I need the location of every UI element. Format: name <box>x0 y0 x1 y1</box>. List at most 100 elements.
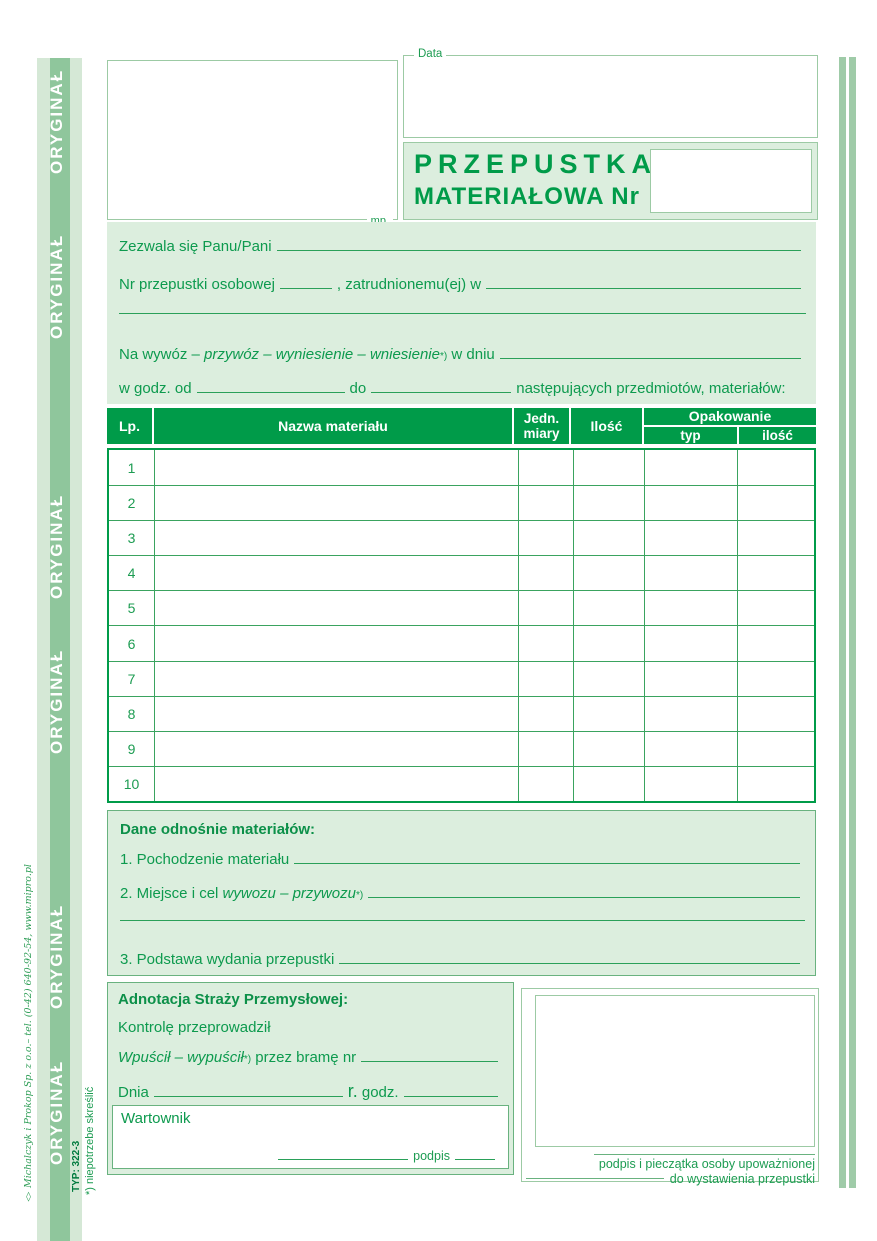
cell-pack-type[interactable] <box>644 766 737 801</box>
employed-fill-line-2[interactable] <box>119 312 806 314</box>
cell-name[interactable] <box>154 591 518 626</box>
cell-pack-type[interactable] <box>644 696 737 731</box>
year-label: r. <box>347 1081 358 1101</box>
cell-pack-type[interactable] <box>644 661 737 696</box>
watchman-box[interactable]: Wartownik podpis <box>112 1105 509 1169</box>
publisher-logo-icon: ◊ <box>23 1191 34 1202</box>
place-fill-line-2[interactable] <box>120 919 805 921</box>
cell-pack-qty[interactable] <box>737 766 814 801</box>
cell-qty[interactable] <box>573 521 644 556</box>
cell-pack-qty[interactable] <box>737 591 814 626</box>
pass-no-label: Nr przepustki osobowej <box>119 276 275 293</box>
guard-hour-fill-line[interactable] <box>403 1095 498 1097</box>
cell-unit[interactable] <box>518 486 573 521</box>
cell-pack-qty[interactable] <box>737 626 814 661</box>
cell-unit[interactable] <box>518 626 573 661</box>
hours-to-label: do <box>349 380 367 397</box>
cell-name[interactable] <box>154 731 518 766</box>
basis-fill-line[interactable] <box>339 962 800 964</box>
cell-pack-qty[interactable] <box>737 731 814 766</box>
origin-fill-line[interactable] <box>294 862 800 864</box>
employed-label: , zatrudnionemu(ej) w <box>336 276 482 293</box>
cell-name[interactable] <box>154 766 518 801</box>
employed-fill-line[interactable] <box>486 287 801 289</box>
table-row: 7 <box>109 660 814 696</box>
hours-from-fill-line[interactable] <box>196 391 345 393</box>
place-fill-line[interactable] <box>368 896 800 898</box>
cell-name[interactable] <box>154 626 518 661</box>
cell-qty[interactable] <box>573 626 644 661</box>
gate-suffix: przez bramę nr <box>255 1049 357 1066</box>
gate-number-fill-line[interactable] <box>361 1060 498 1062</box>
cell-qty[interactable] <box>573 661 644 696</box>
stamp-box[interactable]: mp. <box>107 60 398 227</box>
cell-pack-qty[interactable] <box>737 661 814 696</box>
cell-name[interactable] <box>154 661 518 696</box>
cell-unit[interactable] <box>518 521 573 556</box>
cell-pack-type[interactable] <box>644 591 737 626</box>
cell-pack-qty[interactable] <box>737 450 814 486</box>
table-row: 1 <box>109 450 814 486</box>
issuer-caption-line1: podpis i pieczątka osoby upoważnionej <box>598 1157 815 1171</box>
pass-number-box[interactable] <box>650 149 812 213</box>
cell-name[interactable] <box>154 521 518 556</box>
issuer-caption-line2-row: do wystawienia przepustki <box>525 1172 815 1187</box>
cell-name[interactable] <box>154 696 518 731</box>
date-fill-line[interactable] <box>499 357 801 359</box>
issuer-signature-box[interactable] <box>535 995 815 1147</box>
cell-lp: 3 <box>127 530 136 547</box>
pass-no-fill-line[interactable] <box>279 287 332 289</box>
cell-lp: 1 <box>127 459 136 476</box>
issuer-caption-dash-line <box>525 1178 664 1179</box>
hours-to-fill-line[interactable] <box>371 391 512 393</box>
transport-suffix: w dniu <box>451 346 495 363</box>
cell-pack-type[interactable] <box>644 556 737 591</box>
cell-unit[interactable] <box>518 591 573 626</box>
date-label: Data <box>414 48 447 60</box>
cell-qty[interactable] <box>573 766 644 801</box>
cell-pack-qty[interactable] <box>737 521 814 556</box>
cell-pack-qty[interactable] <box>737 556 814 591</box>
place-prefix: 2. Miejsce i cel <box>120 885 219 902</box>
watchman-signature-line-2[interactable] <box>455 1158 495 1160</box>
cell-pack-type[interactable] <box>644 626 737 661</box>
cell-unit[interactable] <box>518 450 573 486</box>
date-box[interactable]: Data <box>403 48 818 138</box>
cell-qty[interactable] <box>573 450 644 486</box>
cell-pack-type[interactable] <box>644 486 737 521</box>
guard-date-label: Dnia <box>118 1084 149 1101</box>
publisher-info: ◊ Michalczyk i Prokop Sp. z o.o.– tel. (… <box>23 852 40 1202</box>
materials-details-panel: Dane odnośnie materiałów: 1. Pochodzenie… <box>107 810 816 976</box>
cell-unit[interactable] <box>518 696 573 731</box>
watchman-signature-line[interactable] <box>278 1158 409 1160</box>
watermark-oryginal: ORYGINAŁ <box>47 648 66 754</box>
publisher-text: Michalczyk i Prokop Sp. z o.o.– tel. (0-… <box>23 864 34 1188</box>
cell-unit[interactable] <box>518 731 573 766</box>
issuer-signature-line[interactable] <box>594 1154 815 1155</box>
cell-pack-type[interactable] <box>644 521 737 556</box>
cell-name[interactable] <box>154 450 518 486</box>
col-header-pack-qty: ilość <box>739 427 816 444</box>
col-header-pack-type: typ <box>644 427 737 444</box>
table-row: 6 <box>109 625 814 661</box>
cell-name[interactable] <box>154 486 518 521</box>
guard-annotation-panel: Adnotacja Straży Przemysłowej: Kontrolę … <box>107 982 514 1175</box>
title-panel: PRZEPUSTKA MATERIAŁOWA Nr <box>403 142 818 220</box>
cell-unit[interactable] <box>518 766 573 801</box>
watermark-oryginal: ORYGINAŁ <box>47 68 66 174</box>
cell-pack-qty[interactable] <box>737 486 814 521</box>
cell-pack-type[interactable] <box>644 450 737 486</box>
cell-qty[interactable] <box>573 696 644 731</box>
grant-fill-line[interactable] <box>276 249 801 251</box>
cell-qty[interactable] <box>573 486 644 521</box>
cell-qty[interactable] <box>573 556 644 591</box>
cell-unit[interactable] <box>518 661 573 696</box>
cell-unit[interactable] <box>518 556 573 591</box>
cell-name[interactable] <box>154 556 518 591</box>
cell-pack-qty[interactable] <box>737 696 814 731</box>
hours-from-label: w godz. od <box>119 380 192 397</box>
cell-qty[interactable] <box>573 591 644 626</box>
guard-date-fill-line[interactable] <box>153 1095 343 1097</box>
cell-pack-type[interactable] <box>644 731 737 766</box>
cell-qty[interactable] <box>573 731 644 766</box>
